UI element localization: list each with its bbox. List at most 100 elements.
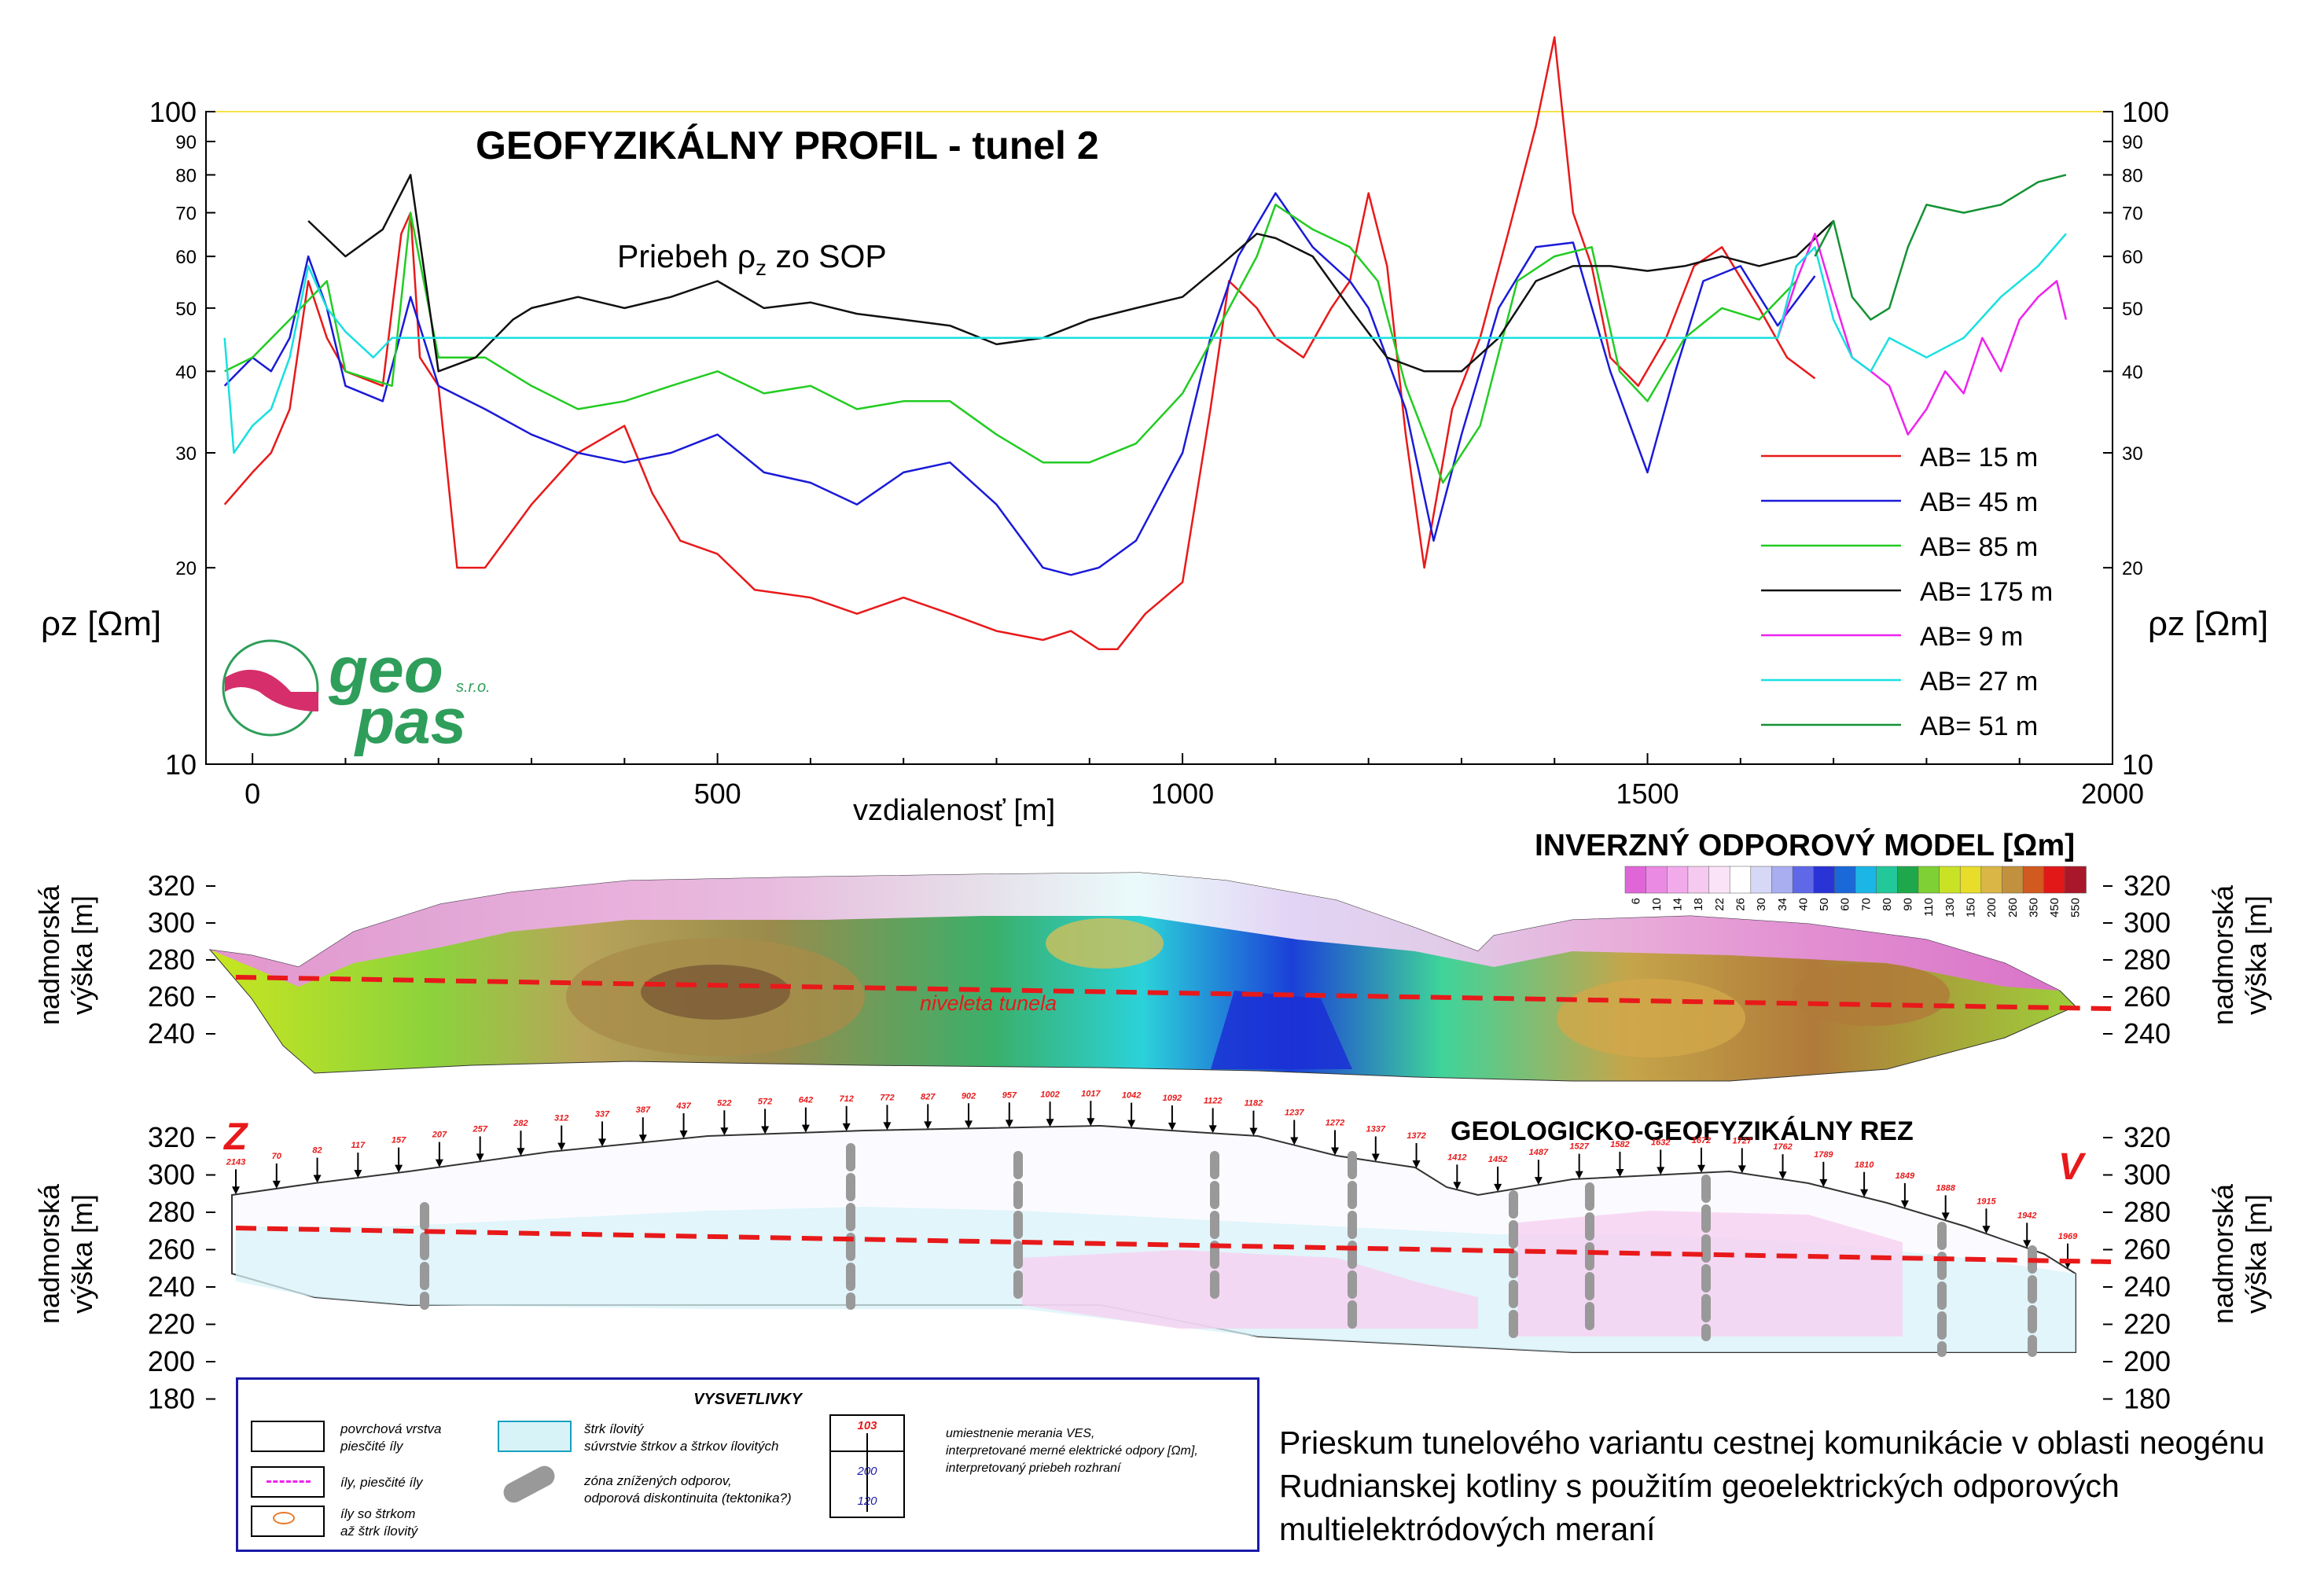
alt-tick-label: 280 [2124, 943, 2171, 976]
ves-arrowhead [679, 1131, 688, 1139]
alt-tick-label: 260 [2124, 1234, 2171, 1266]
colorbar-tick-label: 34 [1776, 898, 1789, 911]
ves-label: 522 [717, 1098, 731, 1108]
section-y-ticks-left: 320 300 280 260 240 220 200 180 [148, 1121, 215, 1415]
ves-label: 1582 [1610, 1140, 1629, 1149]
geological-section: GEOLOGICKO-GEOFYZIKÁLNY REZ Z V 2143 70 82… [33, 1089, 2272, 1414]
y-axis-label-left: ρz [Ωm] [41, 605, 161, 643]
chart-title: GEOFYZIKÁLNY PROFIL - tunel 2 [476, 123, 1099, 167]
ves-label: 1337 [1366, 1124, 1386, 1134]
ves-label: 1272 [1326, 1119, 1344, 1128]
colorbar-cell [1855, 866, 1877, 894]
legend-item-clay: íly, piesčité íly [340, 1475, 423, 1490]
legend-item-gravel: štrk ílovitý súvrstvie štrkov a štrkov í… [584, 1421, 779, 1454]
alt-tick-label: 280 [2124, 1196, 2171, 1228]
ves-arrowhead [1737, 1165, 1746, 1174]
series-line-51m [1814, 174, 2067, 321]
legend-symbol-gravel [498, 1421, 572, 1452]
inverse-y-label-right: nadmorskávýška [m] [2207, 884, 2272, 1025]
series-line-15m [223, 36, 1816, 651]
inverse-model: INVERZNÝ ODPOROVÝ MODEL [Ωm] 6 10 14 18 22 26… [33, 828, 2272, 1082]
y-tick-label-left: 50 [175, 299, 197, 320]
alt-tick-label: 300 [148, 906, 195, 939]
alt-tick-label: 320 [148, 870, 195, 902]
ves-label: 117 [351, 1141, 366, 1150]
chart-legend: AB= 15 m AB= 45 m AB= 85 m AB= 175 m AB= 9 m… [1761, 443, 2053, 741]
alt-tick-label: 180 [2124, 1383, 2171, 1415]
alt-tick-label: 200 [148, 1345, 195, 1377]
alt-tick-label: 300 [148, 1159, 195, 1191]
y-tick-label-right: 40 [2122, 362, 2143, 383]
ves-label: 312 [554, 1114, 568, 1123]
legend-symbol-clay [251, 1466, 325, 1498]
ves-label: 337 [595, 1109, 610, 1119]
ves-label: 642 [799, 1096, 813, 1105]
colorbar-cell [1939, 866, 1961, 894]
colorbar-tick-label: 60 [1839, 898, 1852, 911]
low-resistivity-zone [1211, 991, 1352, 1069]
ves-arrowhead [517, 1148, 525, 1156]
ves-label: 772 [880, 1093, 894, 1102]
ves-arrowhead [883, 1122, 892, 1131]
colorbar-cell [2002, 866, 2024, 894]
colorbar-cell [1708, 866, 1730, 894]
clay-lens-center [1022, 1250, 1478, 1329]
ves-arrowhead [272, 1180, 281, 1189]
ves-label: 1969 [2058, 1232, 2078, 1241]
ves-label: 387 [636, 1105, 651, 1115]
colorbar-cell [1667, 866, 1689, 894]
legend-symbol-surface [251, 1421, 325, 1452]
ves-label: 1017 [1081, 1089, 1101, 1098]
ves-arrowhead [1941, 1212, 1950, 1221]
alt-tick-label: 260 [148, 980, 195, 1013]
ves-arrowhead [313, 1175, 322, 1183]
ves-arrowhead [1982, 1226, 1991, 1234]
section-y-ticks-right: 320 300 280 260 240 220 200 180 [2103, 1121, 2171, 1415]
ves-arrowhead [1819, 1178, 1828, 1187]
ves-label: 257 [472, 1124, 487, 1134]
inverse-y-label-left: nadmorskávýška [m] [33, 884, 98, 1025]
colorbar-cell [1771, 866, 1793, 894]
ves-label: 1632 [1651, 1138, 1670, 1147]
colorbar-cell [1729, 866, 1752, 894]
ves-label: 1672 [1692, 1136, 1711, 1145]
ves-label: 827 [921, 1092, 936, 1101]
alt-tick-label: 180 [148, 1383, 195, 1415]
colorbar-cell [1687, 866, 1710, 894]
medium-resistivity-zone-east [1557, 979, 1745, 1057]
colorbar-cell [1624, 866, 1647, 894]
y-tick-label-right: 60 [2122, 247, 2143, 268]
series-line-9m [1776, 233, 2068, 436]
ves-label: 1092 [1163, 1094, 1182, 1103]
ves-arrowhead [557, 1142, 566, 1151]
ves-label: 712 [839, 1094, 853, 1104]
colorbar-tick-label: 110 [1922, 898, 1936, 917]
caption: Prieskum tunelového variantu cestnej kom… [1279, 1425, 2265, 1547]
ves-arrowhead [1046, 1119, 1054, 1127]
ves-arrowhead [1412, 1160, 1421, 1168]
ves-arrowhead [638, 1134, 647, 1143]
y-tick-label-right: 70 [2122, 204, 2143, 225]
y-axis-label-right: ρz [Ωm] [2148, 605, 2268, 643]
x-tick-label: 1500 [1616, 778, 1679, 810]
logo-text-geo: geo [328, 634, 443, 706]
legend-box: VYSVETLIVKY povrchová vrstva piesčité íl… [236, 1377, 1259, 1552]
alt-tick-label: 220 [2124, 1308, 2171, 1340]
colorbar-cell [1897, 866, 1919, 894]
ves-arrowhead [1453, 1182, 1462, 1190]
colorbar-tick-label: 350 [2027, 898, 2040, 917]
colorbar-cell [2043, 866, 2066, 894]
colorbar-cell [1792, 866, 1815, 894]
logo-text-pas: pas [354, 686, 466, 757]
y-ticks-right: 10 20 30 40 50 60 70 80 90 100 [2103, 96, 2169, 781]
ves-arrowhead [1208, 1125, 1217, 1134]
y-tick-label-left: 20 [175, 558, 197, 579]
y-tick-label-left: 70 [175, 204, 197, 225]
alt-tick-label: 320 [2124, 870, 2171, 902]
colorbar-tick-label: 14 [1671, 898, 1685, 911]
ves-label: 1412 [1447, 1153, 1466, 1162]
ves-label: 1237 [1285, 1109, 1304, 1118]
ves-arrowhead [1657, 1167, 1665, 1175]
ves-label: 1888 [1936, 1183, 1955, 1193]
